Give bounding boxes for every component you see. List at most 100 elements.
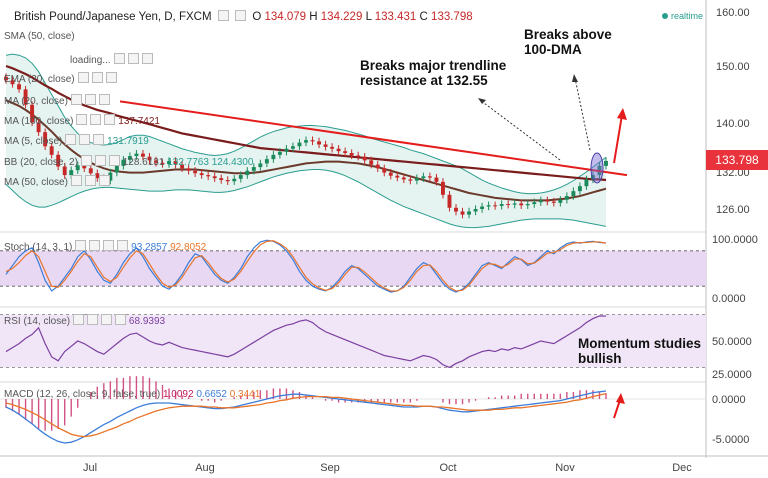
eye-icon[interactable]: [94, 155, 106, 166]
stoch-d-line: [5, 240, 607, 292]
legend-sma[interactable]: SMA (50, close): [4, 31, 75, 42]
more-icon[interactable]: [98, 175, 110, 186]
candles: [4, 73, 608, 219]
more-icon[interactable]: [105, 72, 117, 83]
candle: [356, 151, 361, 161]
more-icon[interactable]: [93, 134, 105, 145]
candle: [43, 128, 48, 150]
candle: [95, 169, 100, 182]
legend-ma50[interactable]: MA (50, close): [4, 175, 110, 188]
candle: [486, 201, 491, 211]
settings-icon[interactable]: [80, 155, 92, 166]
candle: [127, 152, 132, 164]
eye-icon[interactable]: [79, 134, 91, 145]
candle: [193, 167, 198, 177]
eye-icon[interactable]: [84, 94, 96, 105]
candle-body: [193, 170, 198, 174]
legend-rsi[interactable]: RSI (14, close) 68.9393: [4, 314, 165, 327]
more-icon[interactable]: [141, 53, 153, 64]
candle-body: [258, 163, 263, 168]
settings-icon[interactable]: [75, 240, 87, 251]
eye-icon[interactable]: [91, 72, 103, 83]
candle-body: [421, 176, 426, 179]
candle-body: [512, 203, 517, 205]
legend-bb-label: BB (20, close, 2): [4, 157, 78, 168]
candle-body: [545, 200, 550, 202]
candle: [577, 182, 582, 195]
candle: [56, 151, 61, 171]
candle-body: [238, 175, 243, 179]
price-tick-label: 132.00: [716, 167, 750, 179]
settings-icon[interactable]: [73, 314, 85, 325]
candle-body: [388, 172, 393, 176]
eye-icon[interactable]: [127, 53, 139, 64]
grid: [0, 0, 768, 458]
settings-icon[interactable]: [217, 10, 229, 21]
c-value: 133.798: [431, 11, 473, 23]
annotation-arrows: [478, 74, 627, 419]
candle: [284, 145, 289, 156]
candle: [147, 153, 152, 165]
candle-body: [330, 146, 335, 149]
legend-ma20[interactable]: MA (20, close): [4, 94, 110, 107]
settings-icon[interactable]: [70, 94, 82, 105]
stoch-k-line: [5, 239, 607, 293]
macd-pane: [0, 376, 706, 444]
candle: [434, 173, 439, 186]
candle: [49, 142, 54, 159]
o-value: 134.079: [264, 11, 307, 23]
candle: [317, 137, 321, 149]
more-icon[interactable]: [104, 114, 116, 125]
eye-icon[interactable]: [84, 175, 96, 186]
close-icon[interactable]: [117, 240, 129, 251]
time-tick-label: Oct: [439, 462, 456, 474]
legend-ma100[interactable]: MA (100, close) 137.7421: [4, 114, 160, 127]
candle: [75, 161, 80, 174]
legend-ma5[interactable]: MA (5, close) 131.7919: [4, 134, 149, 147]
legend-ema[interactable]: EMA (20, close): [4, 72, 117, 85]
candle-body: [473, 209, 478, 212]
annotation-trendline-line2: resistance at 132.55: [360, 73, 488, 88]
close-icon[interactable]: [115, 314, 127, 325]
more-icon[interactable]: [103, 240, 115, 251]
candle-body: [564, 196, 569, 200]
candle-body: [17, 84, 21, 90]
candle-body: [408, 179, 413, 181]
candle: [401, 173, 406, 184]
more-icon[interactable]: [98, 94, 110, 105]
eye-icon[interactable]: [90, 114, 102, 125]
eye-icon[interactable]: [234, 10, 246, 21]
time-tick-label: Jul: [83, 462, 97, 474]
legend-stoch[interactable]: Stoch (14, 3, 1) 93.2857 92.8052: [4, 240, 206, 253]
candle: [108, 168, 113, 185]
candle-body: [356, 155, 361, 157]
candle-body: [401, 177, 406, 180]
settings-icon[interactable]: [76, 114, 88, 125]
candle: [212, 172, 217, 182]
rsi-line: [5, 315, 607, 369]
legend-ma5-label: MA (5, close): [4, 136, 63, 147]
candle-body: [584, 179, 589, 187]
legend-loading[interactable]: loading...: [70, 53, 153, 66]
legend-bb[interactable]: BB (20, close, 2) 128.6131 132.7763 124.…: [4, 155, 253, 168]
legend-macd[interactable]: MACD (12, 26, close, 9, false, true) 1.0…: [4, 389, 260, 400]
settings-icon[interactable]: [77, 72, 89, 83]
settings-icon[interactable]: [113, 53, 125, 64]
settings-icon[interactable]: [70, 175, 82, 186]
macd-line: [5, 390, 607, 444]
candle: [460, 207, 465, 219]
candle: [219, 174, 224, 184]
more-icon[interactable]: [101, 314, 113, 325]
more-icon[interactable]: [108, 155, 120, 166]
symbol-header: British Pound/Japanese Yen, D, FXCM O 13…: [14, 10, 473, 23]
candle: [467, 207, 471, 219]
candle: [36, 119, 41, 136]
eye-icon[interactable]: [89, 240, 101, 251]
settings-icon[interactable]: [65, 134, 77, 145]
candle: [264, 155, 269, 168]
eye-icon[interactable]: [87, 314, 99, 325]
candle: [506, 200, 511, 209]
candle: [154, 156, 158, 167]
candle-body: [382, 168, 387, 173]
candle-body: [245, 170, 250, 176]
